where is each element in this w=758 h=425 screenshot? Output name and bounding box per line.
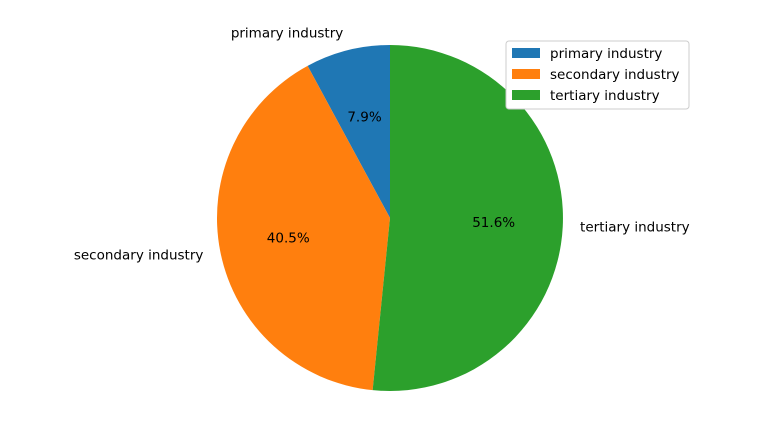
category-label-tertiary: tertiary industry bbox=[580, 220, 690, 236]
percent-label-tertiary: 51.6% bbox=[472, 215, 515, 231]
pie-slice-tertiary bbox=[372, 45, 563, 392]
legend-swatch-secondary bbox=[512, 69, 540, 79]
legend-swatch-tertiary bbox=[512, 90, 540, 100]
legend-frame bbox=[505, 40, 690, 110]
pie-slice-primary bbox=[307, 45, 390, 218]
legend: primary industry secondary industry tert… bbox=[505, 40, 690, 110]
legend-swatch-primary bbox=[512, 48, 540, 58]
pie-slices bbox=[216, 45, 563, 392]
percent-label-primary: 7.9% bbox=[347, 109, 381, 125]
category-label-secondary: secondary industry bbox=[74, 247, 204, 263]
pie-slice-secondary bbox=[216, 65, 390, 391]
legend-label-primary: primary industry bbox=[550, 46, 662, 62]
category-label-primary: primary industry bbox=[231, 26, 343, 42]
percent-label-secondary: 40.5% bbox=[267, 230, 310, 246]
percent-labels: 7.9% 40.5% 51.6% bbox=[267, 109, 515, 246]
legend-label-tertiary: tertiary industry bbox=[550, 88, 660, 104]
category-labels: primary industry secondary industry tertia… bbox=[74, 26, 690, 264]
legend-label-secondary: secondary industry bbox=[550, 67, 680, 83]
